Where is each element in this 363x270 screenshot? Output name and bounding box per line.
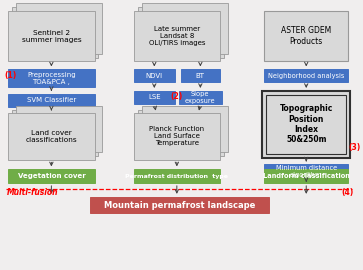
Text: Land cover
classifications: Land cover classifications: [25, 130, 77, 143]
Text: Neighborhood analysis: Neighborhood analysis: [268, 73, 344, 79]
Text: ASTER GDEM
Products: ASTER GDEM Products: [281, 26, 331, 46]
Text: SVM Classifier: SVM Classifier: [27, 97, 76, 103]
Bar: [12, 110, 98, 156]
Text: (3): (3): [348, 143, 360, 152]
Bar: [12, 6, 98, 58]
Bar: [134, 113, 220, 160]
Bar: [138, 6, 224, 58]
Text: Permafrost distribution  type: Permafrost distribution type: [125, 174, 228, 179]
Bar: [142, 106, 228, 152]
Bar: [134, 169, 220, 183]
Text: Sentinel 2
summer images: Sentinel 2 summer images: [21, 29, 81, 42]
Bar: [8, 69, 94, 87]
Bar: [262, 91, 350, 157]
Text: Mountain permafrost landscape: Mountain permafrost landscape: [103, 201, 255, 210]
Bar: [134, 91, 175, 104]
Text: Topographic
Position
Index
50&250m: Topographic Position Index 50&250m: [280, 104, 333, 144]
Bar: [142, 3, 228, 54]
Text: (4): (4): [342, 188, 354, 197]
Bar: [90, 197, 269, 213]
Bar: [8, 94, 94, 107]
Bar: [181, 69, 220, 82]
Text: LSE: LSE: [148, 94, 160, 100]
Text: Late summer
Landsat 8
OLI/TIRS images: Late summer Landsat 8 OLI/TIRS images: [148, 26, 205, 46]
Text: Preprocessing
TOA&PCA ,: Preprocessing TOA&PCA ,: [27, 72, 76, 85]
Text: (2): (2): [170, 92, 182, 101]
Text: Slope
exposure: Slope exposure: [185, 91, 216, 104]
Text: Planck Function
Land Surface
Temperature: Planck Function Land Surface Temperature: [149, 126, 204, 146]
Bar: [16, 106, 102, 152]
Text: BT: BT: [196, 73, 205, 79]
Bar: [138, 110, 224, 156]
Bar: [8, 11, 94, 62]
Bar: [264, 69, 348, 82]
Bar: [8, 169, 94, 183]
Bar: [264, 164, 348, 178]
Bar: [266, 95, 346, 154]
Text: Landform classification: Landform classification: [263, 173, 350, 179]
Bar: [8, 113, 94, 160]
Text: NDVI: NDVI: [146, 73, 163, 79]
Bar: [179, 91, 222, 104]
Text: Minimum distance
algorithm: Minimum distance algorithm: [276, 165, 337, 178]
Bar: [134, 11, 220, 62]
Bar: [264, 11, 348, 62]
Text: (1): (1): [4, 71, 17, 80]
Bar: [264, 169, 348, 183]
Bar: [134, 69, 175, 82]
Text: Multi-fusion: Multi-fusion: [7, 188, 59, 197]
Text: Vegetation cover: Vegetation cover: [17, 173, 85, 179]
Bar: [16, 3, 102, 54]
